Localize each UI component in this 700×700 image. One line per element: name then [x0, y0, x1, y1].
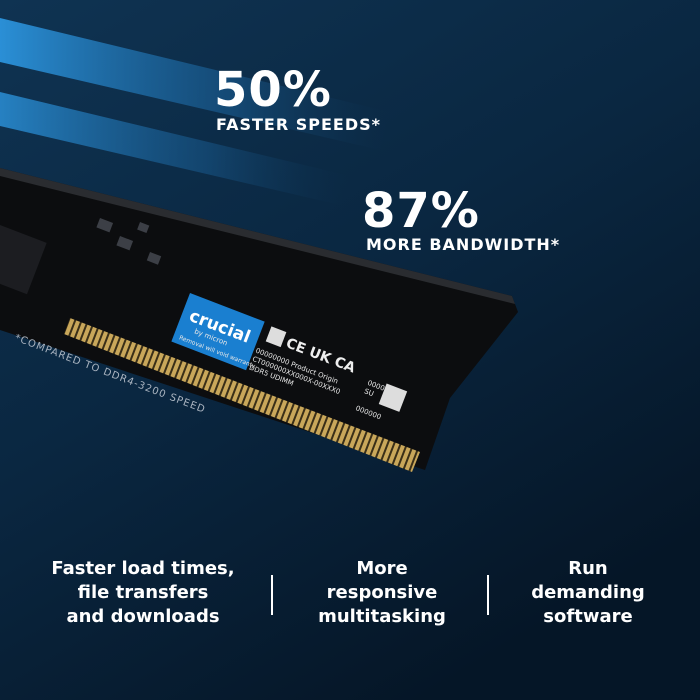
feature-list: Faster load times, file transfers and down…: [51, 558, 644, 627]
feature-text: demanding: [531, 582, 645, 603]
stat-value: 50%: [214, 62, 332, 118]
gold-contacts: [64, 318, 420, 472]
qr-code: [378, 383, 408, 412]
chip: [137, 222, 150, 234]
stat-caption: FASTER SPEEDS*: [216, 115, 381, 134]
components: [0, 218, 162, 295]
feature-text: multitasking: [318, 606, 446, 627]
feature-text: and downloads: [66, 606, 219, 627]
chip: [146, 252, 162, 265]
light-stripe: [0, 92, 350, 205]
chip: [116, 235, 134, 251]
stat-value: 87%: [362, 183, 480, 239]
stat-caption: MORE BANDWIDTH*: [366, 235, 560, 254]
label-code: SU: [363, 387, 375, 398]
brand-sticker: [171, 293, 265, 371]
light-stripe: [0, 18, 390, 150]
feature-text: software: [543, 606, 632, 627]
qr-code: [265, 326, 287, 348]
module-edge: [0, 168, 515, 304]
chip: [0, 224, 47, 295]
feature-text: Faster load times,: [51, 558, 234, 579]
feature-text: More: [356, 558, 407, 579]
feature-text: file transfers: [78, 582, 209, 603]
feature-text: Run: [568, 558, 608, 579]
chip: [96, 218, 114, 233]
feature-text: responsive: [327, 582, 438, 603]
